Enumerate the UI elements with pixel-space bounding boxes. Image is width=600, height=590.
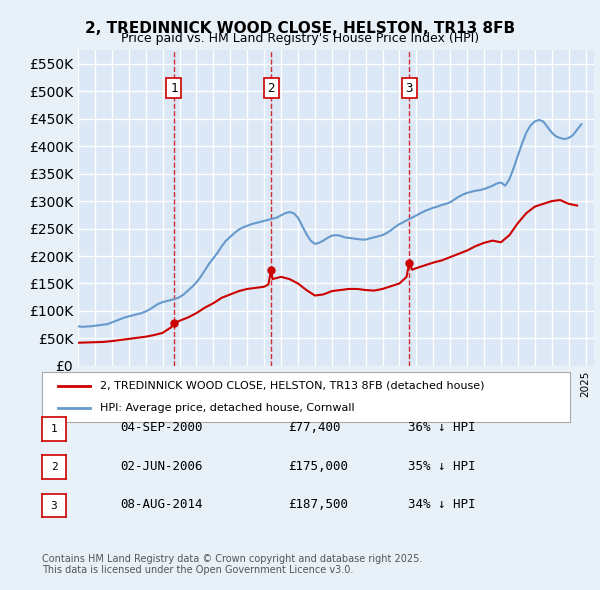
- Text: 2: 2: [268, 81, 275, 94]
- Text: £187,500: £187,500: [288, 498, 348, 511]
- Text: HPI: Average price, detached house, Cornwall: HPI: Average price, detached house, Corn…: [100, 403, 355, 413]
- Text: 1: 1: [170, 81, 178, 94]
- Text: 2, TREDINNICK WOOD CLOSE, HELSTON, TR13 8FB (detached house): 2, TREDINNICK WOOD CLOSE, HELSTON, TR13 …: [100, 381, 485, 391]
- Text: 36% ↓ HPI: 36% ↓ HPI: [408, 421, 476, 434]
- Text: 3: 3: [50, 501, 58, 510]
- Text: 08-AUG-2014: 08-AUG-2014: [120, 498, 203, 511]
- Text: 04-SEP-2000: 04-SEP-2000: [120, 421, 203, 434]
- Text: 35% ↓ HPI: 35% ↓ HPI: [408, 460, 476, 473]
- Text: 2: 2: [50, 463, 58, 472]
- Text: Price paid vs. HM Land Registry's House Price Index (HPI): Price paid vs. HM Land Registry's House …: [121, 32, 479, 45]
- Text: 34% ↓ HPI: 34% ↓ HPI: [408, 498, 476, 511]
- Text: Contains HM Land Registry data © Crown copyright and database right 2025.
This d: Contains HM Land Registry data © Crown c…: [42, 553, 422, 575]
- Text: 02-JUN-2006: 02-JUN-2006: [120, 460, 203, 473]
- Text: £175,000: £175,000: [288, 460, 348, 473]
- Text: £77,400: £77,400: [288, 421, 341, 434]
- Text: 1: 1: [50, 424, 58, 434]
- Text: 2, TREDINNICK WOOD CLOSE, HELSTON, TR13 8FB: 2, TREDINNICK WOOD CLOSE, HELSTON, TR13 …: [85, 21, 515, 35]
- Text: 3: 3: [406, 81, 413, 94]
